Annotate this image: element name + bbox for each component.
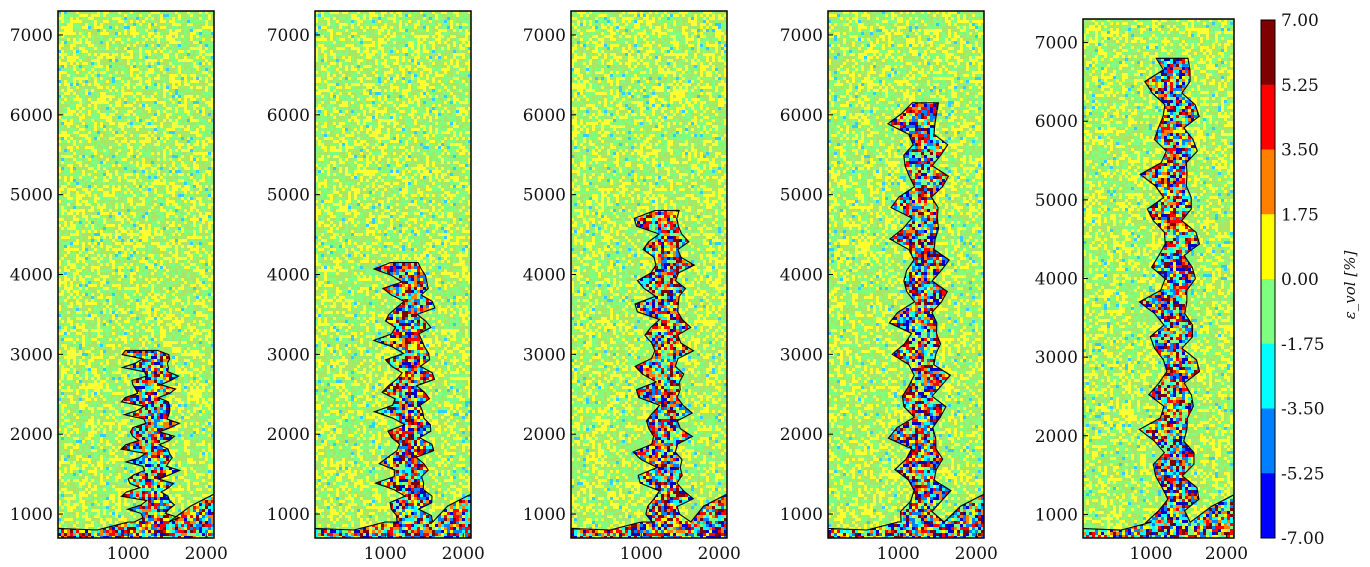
y-tick-label: 4000 xyxy=(267,266,310,286)
colorbar-tick-label: -3.50 xyxy=(1281,400,1325,420)
strain-field xyxy=(828,11,984,539)
y-tick-label: 6000 xyxy=(780,106,823,126)
y-tick-label: 5000 xyxy=(523,186,566,206)
colorbar-tick-label: 0.00 xyxy=(1281,270,1319,290)
x-tick-label: 1000 xyxy=(107,544,150,564)
y-tick-label: 4000 xyxy=(1035,270,1078,290)
panel-1: 1000 2000 3000 4000 5000 6000 7000 1000 2000 xyxy=(10,11,228,564)
y-tick-label: 7000 xyxy=(523,26,566,46)
strain-field xyxy=(58,11,214,539)
y-tick-label: 2000 xyxy=(10,425,53,445)
x-tick-label: 1000 xyxy=(364,544,407,564)
y-tick-label: 3000 xyxy=(1035,348,1078,368)
y-tick-label: 1000 xyxy=(523,505,566,525)
colorbar-tick-label: -1.75 xyxy=(1281,335,1325,355)
y-tick-label: 1000 xyxy=(10,505,53,525)
strain-field xyxy=(571,11,727,539)
colorbar-band xyxy=(1261,150,1275,215)
x-tick-label: 2000 xyxy=(1205,544,1248,564)
colorbar-band xyxy=(1261,279,1275,344)
y-tick-label: 6000 xyxy=(10,106,53,126)
y-tick-label: 2000 xyxy=(780,425,823,445)
colorbar-tick-label: 5.25 xyxy=(1281,76,1319,96)
strain-field xyxy=(315,11,471,539)
y-tick-label: 7000 xyxy=(780,26,823,46)
y-tick-label: 1000 xyxy=(780,505,823,525)
colorbar-band xyxy=(1261,344,1275,409)
y-tick-label: 3000 xyxy=(780,345,823,365)
panel-3: 1000 2000 3000 4000 5000 6000 7000 1000 2000 xyxy=(523,11,741,564)
y-tick-label: 3000 xyxy=(523,345,566,365)
y-tick-label: 1000 xyxy=(267,505,310,525)
y-tick-label: 6000 xyxy=(267,106,310,126)
y-tick-label: 4000 xyxy=(10,266,53,286)
colorbar-band xyxy=(1261,214,1275,279)
y-tick-label: 5000 xyxy=(1035,191,1078,211)
colorbar-title: ε_vol [%] xyxy=(1341,251,1359,320)
panel-2: 1000 2000 3000 4000 5000 6000 7000 1000 2000 xyxy=(267,11,485,564)
y-tick-label: 2000 xyxy=(267,425,310,445)
x-tick-label: 2000 xyxy=(442,544,485,564)
colorbar-tick-label: -5.25 xyxy=(1281,464,1325,484)
y-tick-label: 6000 xyxy=(523,106,566,126)
y-tick-label: 7000 xyxy=(267,26,310,46)
y-tick-label: 5000 xyxy=(267,186,310,206)
y-tick-label: 4000 xyxy=(780,266,823,286)
x-tick-label: 2000 xyxy=(185,544,228,564)
colorbar-band xyxy=(1261,85,1275,150)
x-tick-label: 2000 xyxy=(955,544,998,564)
x-tick-label: 2000 xyxy=(698,544,741,564)
colorbar-band xyxy=(1261,473,1275,538)
y-tick-label: 6000 xyxy=(1035,112,1078,132)
y-tick-label: 2000 xyxy=(1035,427,1078,447)
y-tick-label: 3000 xyxy=(267,345,310,365)
colorbar-tick-label: 3.50 xyxy=(1281,141,1319,161)
colorbar-tick-label: 1.75 xyxy=(1281,205,1319,225)
x-tick-label: 1000 xyxy=(620,544,663,564)
y-tick-label: 1000 xyxy=(1035,505,1078,525)
panel-5: 1000 2000 3000 4000 5000 6000 7000 1000 2000 xyxy=(1035,19,1248,564)
y-tick-label: 7000 xyxy=(10,26,53,46)
x-tick-label: 1000 xyxy=(877,544,920,564)
colorbar-tick-label: -7.00 xyxy=(1281,529,1325,549)
colorbar-band xyxy=(1261,409,1275,474)
colorbar-tick-label: 7.00 xyxy=(1281,11,1319,31)
x-tick-label: 1000 xyxy=(1129,544,1172,564)
y-tick-label: 7000 xyxy=(1035,34,1078,54)
colorbar-band xyxy=(1261,20,1275,85)
y-tick-label: 2000 xyxy=(523,425,566,445)
panel-4: 1000 2000 3000 4000 5000 6000 7000 1000 2000 xyxy=(780,11,998,564)
y-tick-label: 4000 xyxy=(523,266,566,286)
y-tick-label: 3000 xyxy=(10,345,53,365)
colorbar: 7.00 5.25 3.50 1.75 0.00 -1.75 -3.50 -5.25 -7.00… xyxy=(1261,11,1359,549)
y-tick-label: 5000 xyxy=(780,186,823,206)
y-tick-label: 5000 xyxy=(10,186,53,206)
strain-field xyxy=(1083,19,1236,538)
